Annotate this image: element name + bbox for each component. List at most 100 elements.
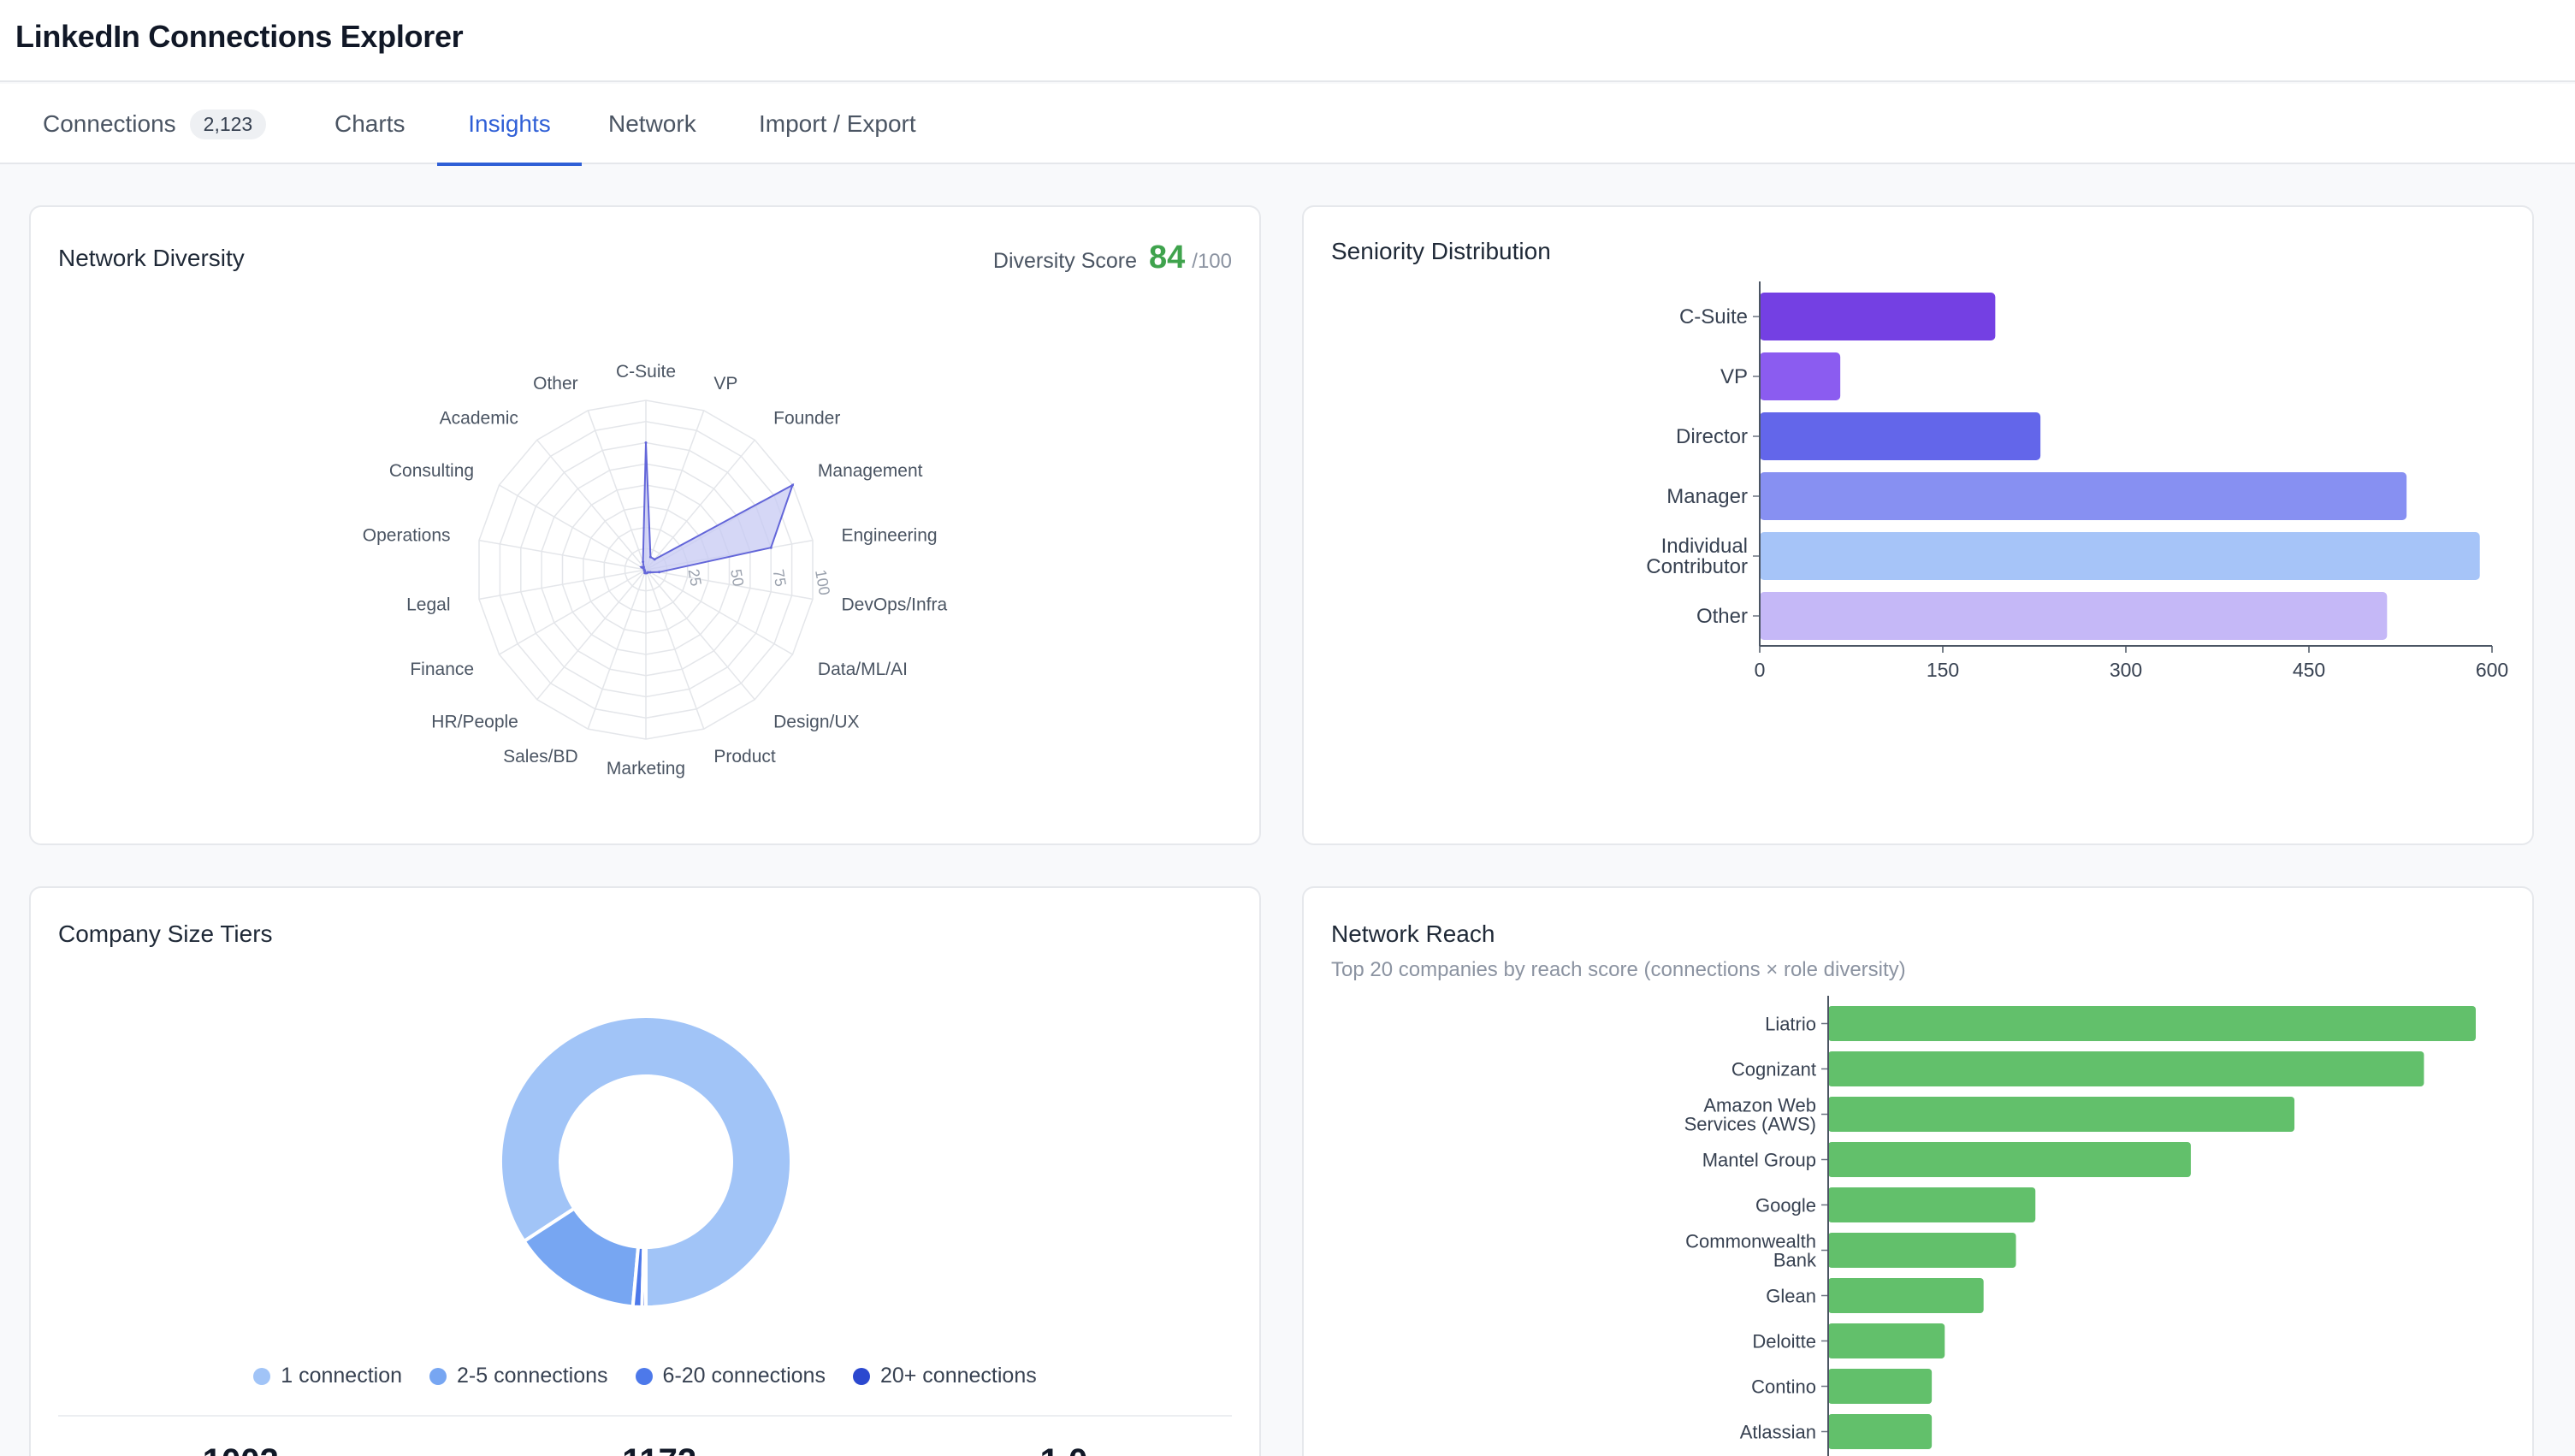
radar-series-area [639,442,795,575]
radar-spoke [587,410,647,571]
radar-spoke [587,569,647,730]
reach-bar [1828,1006,2476,1041]
company-size-legend: 1 connection 2-5 connections 6-20 connec… [31,1364,1259,1388]
radar-spoke [645,569,755,701]
reach-category-label: Google [1755,1195,1816,1216]
seniority-bar [1760,352,1841,400]
tab-insights[interactable]: Insights [437,84,582,166]
radar-axis-label: HR/People [431,713,518,732]
seniority-x-tick-label: 0 [1755,659,1766,681]
reach-category-label: Amazon Web [1703,1095,1816,1116]
radar-spoke [499,569,647,655]
legend-swatch [429,1367,447,1385]
radar-spoke [645,569,793,655]
reach-bar [1828,1187,2036,1222]
radar-axis-label: Marketing [607,759,685,778]
radar-spoke [536,569,647,701]
radar-spoke [478,569,647,601]
radar-axis-label: Design/UX [773,713,859,732]
seniority-category-label: VP [1720,365,1748,388]
radar-axis-label: Operations [363,526,451,546]
radar-axis-label: Engineering [841,526,937,546]
radar-spoke [645,410,705,571]
stat-value: 1172 [622,1442,696,1456]
seniority-category-label: Other [1696,605,1748,628]
diversity-score-value: 84 [1149,240,1186,275]
legend-item[interactable]: 20+ connections [852,1364,1037,1388]
legend-swatch [253,1367,271,1385]
diversity-score: Diversity Score 84 /100 [993,240,1232,276]
company-size-donut-chart [499,1015,793,1310]
radar-data-point [769,546,772,549]
reach-category-label: Mantel Group [1702,1150,1816,1171]
reach-category-label: Glean [1766,1286,1816,1307]
radar-axis-label: C-Suite [616,362,676,382]
radar-axis-label: DevOps/Infra [841,595,947,614]
legend-swatch [852,1367,870,1385]
stat-value: 1.0 [1040,1442,1088,1456]
seniority-x-tick-label: 150 [1927,659,1959,681]
radar-data-point [653,558,656,561]
radar-axis-label: Consulting [389,461,474,481]
active-tab-indicator [437,163,582,166]
legend-item[interactable]: 2-5 connections [429,1364,608,1388]
legend-item[interactable]: 6-20 connections [635,1364,826,1388]
radar-data-point [643,571,647,575]
legend-label: 20+ connections [879,1364,1037,1388]
legend-label: 1 connection [281,1364,403,1388]
radar-tick-label: 75 [770,568,790,588]
company-size-tiers-card: Company Size Tiers 1 connection 2-5 conn… [29,886,1261,1456]
reach-category-label: Commonwealth [1685,1231,1816,1252]
tab-charts-label: Charts [334,110,405,137]
radar-spoke [536,439,647,571]
seniority-x-tick-label: 450 [2293,659,2325,681]
radar-data-point [790,483,794,487]
reach-bar [1828,1414,1933,1449]
tab-import-export[interactable]: Import / Export [759,84,916,164]
seniority-category-label: Contributor [1646,555,1748,578]
radar-data-point [642,560,645,564]
network-diversity-card: Network Diversity Diversity Score 84 /10… [29,205,1261,845]
legend-item[interactable]: 1 connection [253,1364,402,1388]
seniority-bar-chart: C-Suite VP Director Manager IndividualContri… [1646,281,2508,681]
radar-data-point [658,571,661,574]
seniority-bar [1760,412,2041,460]
tab-bar: Connections 2,123 Charts Insights Networ… [0,84,2575,166]
tab-connections-label: Connections [43,110,176,137]
radar-data-point [642,565,645,569]
network-reach-title: Network Reach [1331,920,1495,947]
diversity-score-label: Diversity Score [992,249,1137,273]
tab-charts[interactable]: Charts [334,84,405,164]
network-reach-subtitle: Top 20 companies by reach score (connect… [1331,958,1906,981]
radar-data-point [644,441,648,444]
reach-bar [1828,1233,2016,1268]
radar-axis-label: Management [818,461,923,481]
reach-category-label: Liatrio [1765,1014,1816,1035]
reach-bar [1828,1278,1984,1313]
seniority-bar [1760,293,1996,340]
reach-category-label: Contino [1751,1376,1816,1398]
reach-bar [1828,1097,2295,1132]
seniority-bar [1760,472,2407,520]
seniority-distribution-card: Seniority Distribution C-Suite VP Director… [1302,205,2534,845]
radar-spoke [645,569,814,601]
legend-swatch [635,1367,653,1385]
radar-axis-label: Sales/BD [503,747,578,766]
seniority-bar [1760,532,2480,580]
radar-axis-label: Academic [440,408,518,428]
app-title: LinkedIn Connections Explorer [15,19,464,54]
legend-label: 2-5 connections [457,1364,608,1388]
reach-bar [1828,1369,1933,1404]
tab-network[interactable]: Network [608,84,696,164]
company-size-tiers-title: Company Size Tiers [58,920,273,947]
legend-label: 6-20 connections [662,1364,826,1388]
radar-spoke [645,439,755,571]
radar-spoke [478,539,647,571]
seniority-x-tick-label: 300 [2110,659,2142,681]
radar-tick-label: 25 [685,567,705,587]
seniority-category-label: C-Suite [1679,305,1748,328]
network-diversity-title: Network Diversity [58,245,245,271]
tab-connections[interactable]: Connections 2,123 [43,84,267,164]
